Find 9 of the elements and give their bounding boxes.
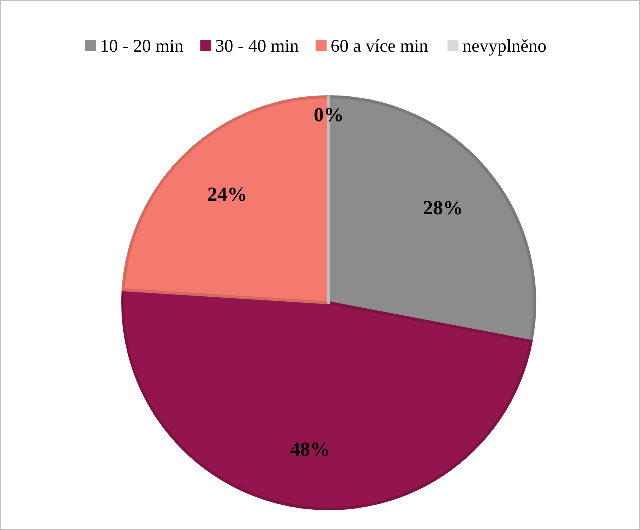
data-label: 24% (207, 184, 248, 206)
data-label: 48% (290, 439, 330, 462)
legend-label: 60 a více min (330, 36, 428, 56)
data-label: 28% (423, 197, 464, 220)
text: 0% (314, 104, 344, 127)
legend-label: nevyplněno (462, 36, 547, 56)
pie-slice (122, 288, 533, 511)
legend-label: 30 - 40 min (216, 36, 300, 56)
legend-label: 10 - 20 min (100, 36, 184, 56)
